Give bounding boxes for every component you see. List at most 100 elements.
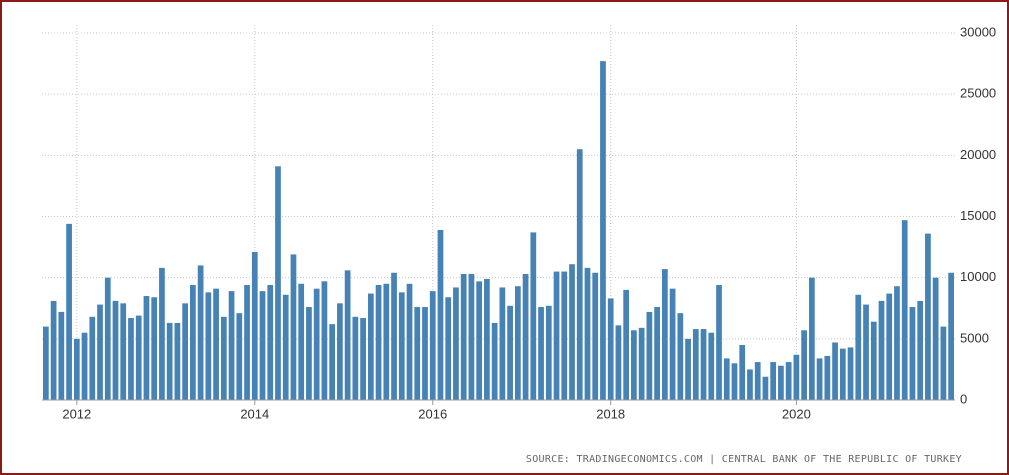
bar	[646, 311, 653, 400]
bar	[870, 321, 877, 400]
bar	[607, 298, 614, 400]
bar	[429, 291, 436, 400]
bar	[855, 294, 862, 400]
bar	[112, 300, 119, 400]
bar	[406, 283, 413, 400]
bar	[220, 316, 227, 400]
bar	[468, 273, 475, 400]
bar	[631, 330, 637, 400]
source-note: SOURCE: TRADINGECONOMICS.COM | CENTRAL B…	[526, 454, 962, 465]
bar	[615, 325, 622, 400]
bar	[716, 285, 722, 400]
bar	[128, 318, 134, 400]
bar	[282, 294, 289, 400]
x-tick-label: 2014	[240, 406, 269, 421]
bar	[863, 304, 869, 400]
bar	[43, 326, 49, 400]
bar	[507, 305, 513, 400]
bar	[159, 267, 165, 400]
bar	[251, 251, 258, 400]
x-tick-label: 2012	[62, 406, 91, 421]
bar	[375, 285, 382, 400]
bar	[298, 283, 305, 400]
bar	[499, 287, 506, 400]
bar	[778, 365, 784, 400]
y-tick-label: 20000	[960, 147, 996, 162]
bar	[569, 264, 575, 400]
bar	[306, 307, 312, 400]
bar	[770, 362, 777, 400]
bar	[925, 233, 931, 400]
bar	[708, 332, 715, 400]
bar	[553, 271, 560, 400]
bar	[584, 267, 591, 400]
bar	[545, 305, 552, 400]
bar	[166, 322, 173, 400]
bar	[228, 291, 235, 400]
bar	[484, 278, 490, 400]
bar	[182, 303, 189, 400]
x-tick-label: 2018	[596, 406, 625, 421]
bar	[120, 303, 127, 400]
bar	[313, 288, 320, 400]
bar	[847, 347, 854, 400]
bar	[290, 254, 297, 400]
bar	[73, 338, 80, 400]
bar	[422, 307, 428, 400]
bar	[491, 322, 498, 400]
bar	[824, 355, 831, 400]
bar	[654, 307, 660, 400]
bar	[337, 303, 343, 400]
bar	[267, 285, 274, 400]
bar	[329, 324, 336, 400]
bar	[669, 288, 676, 400]
bar	[437, 229, 444, 400]
bar	[213, 288, 219, 400]
bar	[89, 316, 96, 400]
bar	[808, 277, 815, 400]
bar	[135, 315, 142, 400]
bar	[901, 220, 908, 400]
bar	[932, 277, 939, 400]
bar	[600, 61, 606, 401]
y-tick-label: 25000	[960, 86, 996, 101]
bar	[816, 358, 823, 400]
y-tick-label: 30000	[960, 24, 996, 39]
bar	[785, 362, 792, 400]
bar	[793, 354, 800, 400]
bar	[453, 287, 459, 400]
bar	[878, 300, 885, 400]
bar	[530, 232, 537, 400]
bar	[81, 332, 88, 400]
bar	[414, 307, 421, 400]
bar	[754, 362, 761, 400]
bar	[367, 293, 374, 400]
bar	[623, 289, 630, 400]
bar	[445, 297, 452, 400]
bar	[832, 342, 838, 400]
bar	[344, 270, 351, 400]
bar	[97, 304, 103, 400]
bar	[909, 307, 916, 400]
bar	[894, 286, 900, 400]
y-tick-label: 15000	[960, 208, 996, 223]
bar	[747, 369, 753, 400]
bar	[592, 272, 599, 400]
y-tick-label: 10000	[960, 269, 996, 284]
bar	[259, 291, 266, 400]
bar	[391, 272, 397, 400]
bar	[476, 281, 483, 400]
bar	[236, 313, 243, 400]
bar	[66, 223, 72, 400]
bar	[762, 376, 769, 400]
bar	[104, 277, 111, 400]
bar	[360, 318, 366, 400]
bar	[839, 348, 846, 400]
bar	[151, 297, 158, 400]
x-tick-label: 2020	[782, 406, 811, 421]
bar	[576, 149, 583, 400]
bar	[522, 273, 529, 400]
bar	[58, 311, 65, 400]
